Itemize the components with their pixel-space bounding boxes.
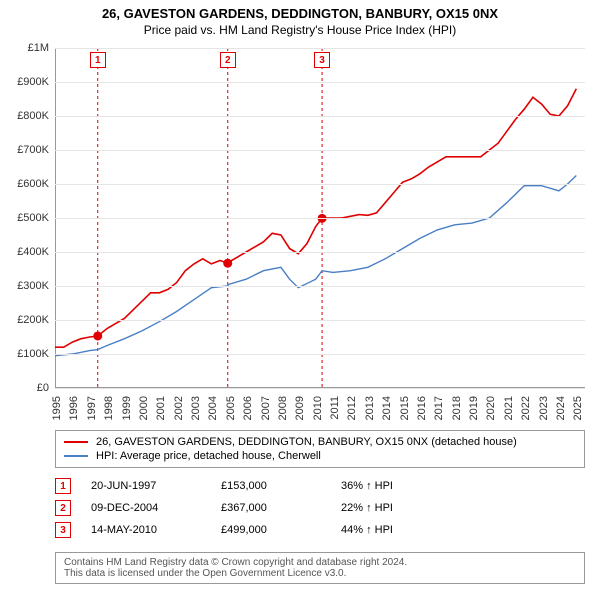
- gridline-h: [55, 354, 585, 355]
- sale-marker-box: 3: [314, 52, 330, 68]
- sale-date: 09-DEC-2004: [91, 502, 201, 514]
- legend: 26, GAVESTON GARDENS, DEDDINGTON, BANBUR…: [55, 430, 585, 468]
- sale-pct: 44% ↑ HPI: [341, 524, 441, 536]
- sale-price: £367,000: [221, 502, 321, 514]
- y-axis-label: £1M: [28, 42, 49, 54]
- chart-area: £0£100K£200K£300K£400K£500K£600K£700K£80…: [55, 48, 585, 388]
- x-axis-label: 2012: [346, 396, 358, 420]
- gridline-h: [55, 48, 585, 49]
- title-line1: 26, GAVESTON GARDENS, DEDDINGTON, BANBUR…: [0, 6, 600, 21]
- sale-date: 20-JUN-1997: [91, 480, 201, 492]
- sale-price: £153,000: [221, 480, 321, 492]
- x-axis-label: 2023: [538, 396, 550, 420]
- x-axis-label: 1995: [51, 396, 63, 420]
- y-axis-label: £300K: [17, 280, 49, 292]
- x-axis-label: 2007: [260, 396, 272, 420]
- sale-marker-box: 1: [90, 52, 106, 68]
- chart-title-block: 26, GAVESTON GARDENS, DEDDINGTON, BANBUR…: [0, 0, 600, 37]
- sales-row: 1 20-JUN-1997 £153,000 36% ↑ HPI: [55, 475, 585, 497]
- sale-marker-box: 1: [55, 478, 71, 494]
- x-axis-label: 2008: [277, 396, 289, 420]
- sale-marker-box: 2: [55, 500, 71, 516]
- x-axis-label: 2021: [503, 396, 515, 420]
- x-axis-label: 2009: [294, 396, 306, 420]
- x-axis-label: 2019: [468, 396, 480, 420]
- sales-table: 1 20-JUN-1997 £153,000 36% ↑ HPI 2 09-DEC-200…: [55, 475, 585, 541]
- y-axis-label: £0: [37, 382, 49, 394]
- sales-row: 2 09-DEC-2004 £367,000 22% ↑ HPI: [55, 497, 585, 519]
- attribution: Contains HM Land Registry data © Crown c…: [55, 552, 585, 584]
- x-axis-label: 2024: [555, 396, 567, 420]
- sale-marker-box: 3: [55, 522, 71, 538]
- sale-pct: 36% ↑ HPI: [341, 480, 441, 492]
- y-axis-label: £500K: [17, 212, 49, 224]
- x-axis-label: 2006: [242, 396, 254, 420]
- x-axis-label: 2004: [207, 396, 219, 420]
- x-axis-label: 2013: [364, 396, 376, 420]
- title-line2: Price paid vs. HM Land Registry's House …: [0, 23, 600, 37]
- gridline-h: [55, 82, 585, 83]
- sale-marker-box: 2: [220, 52, 236, 68]
- y-axis-label: £900K: [17, 76, 49, 88]
- attribution-line2: This data is licensed under the Open Gov…: [64, 568, 576, 579]
- legend-label-price: 26, GAVESTON GARDENS, DEDDINGTON, BANBUR…: [96, 436, 517, 448]
- legend-row-price: 26, GAVESTON GARDENS, DEDDINGTON, BANBUR…: [64, 435, 576, 449]
- gridline-h: [55, 218, 585, 219]
- x-axis-label: 2003: [190, 396, 202, 420]
- gridline-h: [55, 252, 585, 253]
- y-axis-label: £700K: [17, 144, 49, 156]
- x-axis-label: 2020: [485, 396, 497, 420]
- x-axis-label: 2015: [399, 396, 411, 420]
- legend-label-hpi: HPI: Average price, detached house, Cher…: [96, 450, 321, 462]
- x-axis-label: 1997: [86, 396, 98, 420]
- x-axis-label: 2016: [416, 396, 428, 420]
- x-axis-label: 2017: [433, 396, 445, 420]
- x-axis-label: 2022: [520, 396, 532, 420]
- y-axis-label: £200K: [17, 314, 49, 326]
- x-axis-label: 1996: [68, 396, 80, 420]
- x-axis-label: 1998: [103, 396, 115, 420]
- y-axis-label: £600K: [17, 178, 49, 190]
- x-axis-label: 2005: [225, 396, 237, 420]
- gridline-h: [55, 388, 585, 389]
- sale-date: 14-MAY-2010: [91, 524, 201, 536]
- sale-pct: 22% ↑ HPI: [341, 502, 441, 514]
- y-axis-label: £400K: [17, 246, 49, 258]
- y-axis-label: £100K: [17, 348, 49, 360]
- y-axis-label: £800K: [17, 110, 49, 122]
- x-axis-label: 2001: [155, 396, 167, 420]
- x-axis-label: 2018: [451, 396, 463, 420]
- legend-swatch-price: [64, 441, 88, 443]
- x-axis-label: 2025: [572, 396, 584, 420]
- legend-row-hpi: HPI: Average price, detached house, Cher…: [64, 449, 576, 463]
- x-axis-label: 2002: [173, 396, 185, 420]
- x-axis-label: 2010: [312, 396, 324, 420]
- attribution-line1: Contains HM Land Registry data © Crown c…: [64, 557, 576, 568]
- hpi-line: [55, 176, 576, 356]
- gridline-h: [55, 150, 585, 151]
- x-axis-label: 1999: [121, 396, 133, 420]
- x-axis-label: 2011: [329, 396, 341, 420]
- x-axis-label: 2014: [381, 396, 393, 420]
- gridline-h: [55, 286, 585, 287]
- x-axis-label: 2000: [138, 396, 150, 420]
- legend-swatch-hpi: [64, 455, 88, 457]
- gridline-h: [55, 116, 585, 117]
- gridline-h: [55, 184, 585, 185]
- sale-price: £499,000: [221, 524, 321, 536]
- sales-row: 3 14-MAY-2010 £499,000 44% ↑ HPI: [55, 519, 585, 541]
- gridline-h: [55, 320, 585, 321]
